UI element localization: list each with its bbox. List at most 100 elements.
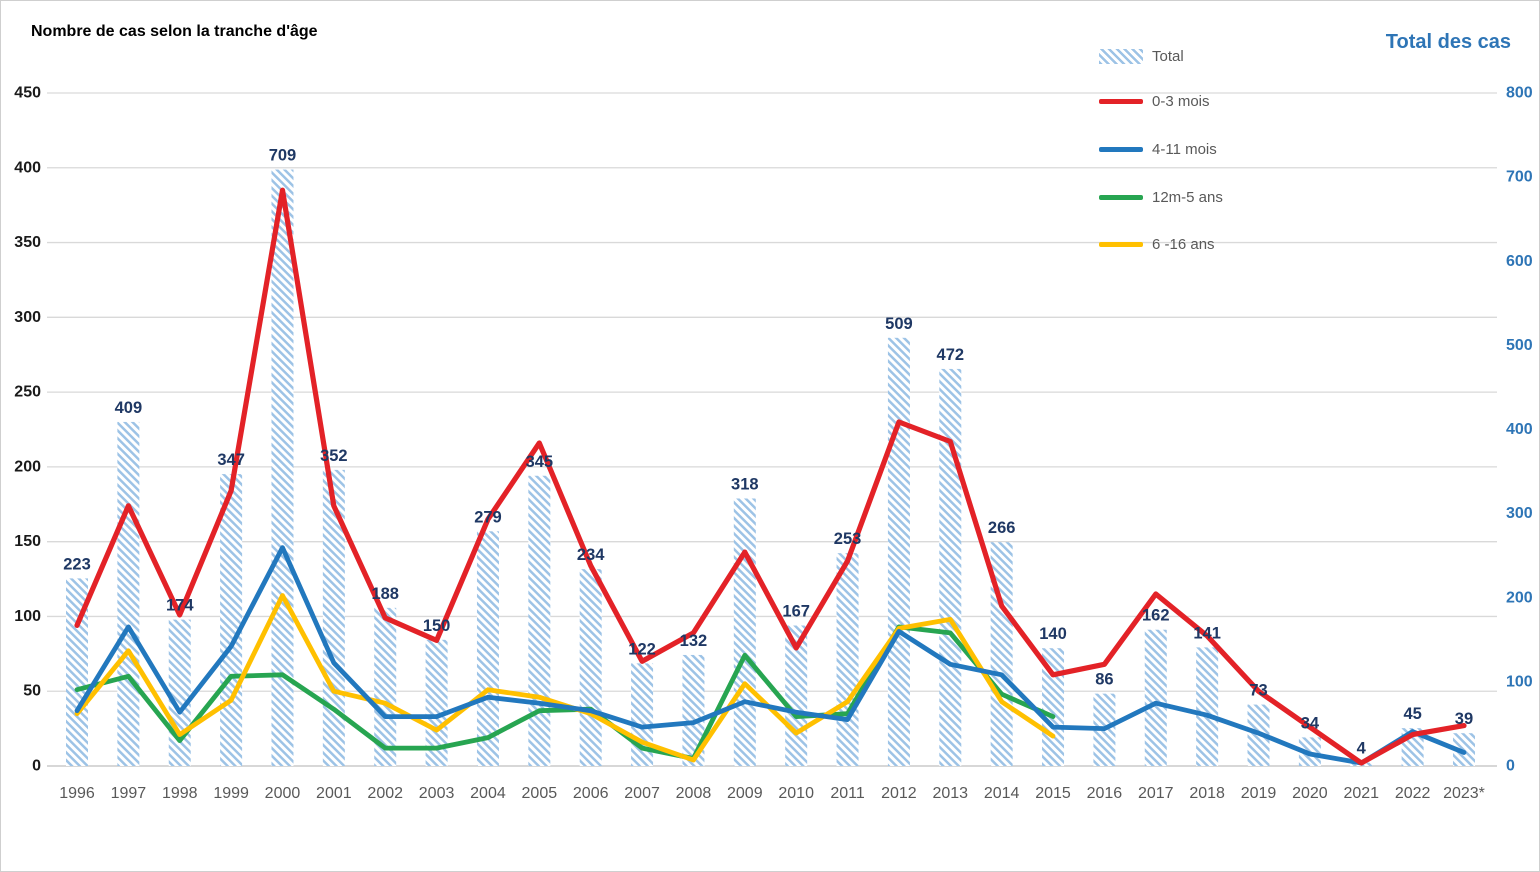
left-axis-tick: 150	[14, 533, 41, 550]
right-axis-tick: 500	[1506, 337, 1533, 354]
x-axis-label: 1996	[59, 785, 95, 802]
bar-value-label: 352	[320, 447, 348, 465]
legend-item-label: Total	[1152, 47, 1184, 65]
bar-value-label: 167	[782, 603, 810, 621]
bar-value-label: 162	[1142, 607, 1170, 625]
x-axis-label: 2023*	[1443, 785, 1485, 802]
bar-value-label: 132	[680, 632, 708, 650]
bar-value-label: 223	[63, 555, 91, 573]
bar-value-label: 34	[1301, 714, 1320, 732]
bar-value-label: 472	[937, 346, 965, 364]
bar-value-label: 409	[115, 399, 143, 417]
legend-item-label: 0-3 mois	[1152, 92, 1210, 110]
left-axis-tick: 300	[14, 309, 41, 326]
left-axis-tick: 100	[14, 608, 41, 625]
legend-item-12m-5-ans: 12m-5 ans	[1099, 189, 1223, 206]
bar-value-label: 150	[423, 617, 451, 635]
legend-item-6-16-ans: 6 -16 ans	[1099, 235, 1215, 253]
left-axis-tick: 350	[14, 234, 41, 251]
x-axis-label: 2005	[522, 785, 558, 802]
total-bars	[66, 169, 1475, 766]
bar-value-label: 509	[885, 315, 913, 333]
x-axis-label: 2011	[830, 785, 865, 802]
x-axis-label: 2013	[932, 785, 968, 802]
x-axis-label: 2004	[470, 785, 506, 802]
x-axis-label: 2008	[676, 785, 712, 802]
x-axis-label: 2010	[778, 785, 814, 802]
x-axis-label: 2016	[1087, 785, 1123, 802]
total-bar	[271, 169, 294, 766]
x-axis-label: 2014	[984, 785, 1020, 802]
left-axis-tick: 200	[14, 458, 41, 475]
total-bar	[66, 578, 88, 766]
bar-value-label: 122	[628, 640, 656, 658]
total-bar	[528, 475, 551, 766]
bar-value-label: 39	[1455, 710, 1473, 728]
total-bar	[220, 474, 243, 766]
bar-value-label: 45	[1403, 705, 1421, 723]
bar-value-label: 279	[474, 508, 502, 526]
total-bar	[939, 368, 962, 766]
legend-item-total: Total	[1099, 47, 1184, 65]
total-bar	[1144, 629, 1167, 766]
red-line-swatch	[1099, 98, 1143, 104]
total-bar	[682, 654, 705, 766]
bar-value-labels: 223 409 174 347 709 352 188 150 279 345 234 122 132 3…	[63, 147, 1473, 758]
blue-line-swatch	[1099, 146, 1143, 152]
right-axis-tick: 100	[1506, 673, 1533, 690]
total-bar	[117, 421, 140, 766]
total-bar	[836, 553, 859, 766]
total-bar	[887, 337, 910, 766]
x-axis-label: 1999	[213, 785, 249, 802]
x-axis-labels: 1996 1997 1998 1999 2000 2001 2002 2003 2004 2005…	[59, 785, 1485, 802]
chart-title: Nombre de cas selon la tranche d'âge	[31, 23, 318, 40]
total-hatch-swatch	[1099, 48, 1143, 64]
bar-value-label: 141	[1193, 624, 1221, 642]
left-axis-tick: 400	[14, 159, 41, 176]
x-axis-label: 2003	[419, 785, 455, 802]
series-lines	[74, 187, 1467, 766]
x-axis-label: 2001	[316, 785, 352, 802]
bar-value-label: 266	[988, 519, 1016, 537]
total-bar	[579, 569, 602, 766]
total-bar	[168, 619, 191, 766]
total-bar	[1196, 647, 1219, 766]
left-axis-tick: 0	[32, 758, 41, 775]
total-bar	[476, 531, 499, 766]
x-axis-label: 1997	[111, 785, 147, 802]
bar-value-label: 86	[1095, 671, 1113, 689]
right-axis-tick: 600	[1506, 253, 1533, 270]
bar-value-label: 347	[217, 451, 245, 469]
total-bar	[990, 542, 1013, 766]
bar-value-label: 140	[1039, 625, 1067, 643]
x-axis-label: 2006	[573, 785, 609, 802]
total-bar	[374, 607, 397, 766]
right-axis-tick: 300	[1506, 505, 1533, 522]
bar-value-label: 234	[577, 546, 605, 564]
x-axis-label: 2002	[367, 785, 403, 802]
right-axis-tick: 200	[1506, 589, 1533, 606]
right-axis-title: Total des cas	[1385, 31, 1511, 53]
series-line-0-3-mois	[74, 187, 1467, 766]
total-bar	[1452, 733, 1475, 766]
total-bar	[733, 498, 756, 766]
x-axis-label: 2012	[881, 785, 917, 802]
right-axis-tick: 400	[1506, 421, 1533, 438]
x-axis-label: 1998	[162, 785, 198, 802]
x-axis-label: 2021	[1343, 785, 1379, 802]
x-axis-label: 2018	[1189, 785, 1225, 802]
left-axis-tick: 50	[23, 683, 41, 700]
x-axis-label: 2019	[1241, 785, 1277, 802]
legend-item-label: 6 -16 ans	[1152, 235, 1215, 253]
right-axis-tick: 800	[1506, 85, 1533, 102]
bar-value-label: 174	[166, 597, 194, 615]
total-bar	[1042, 648, 1065, 766]
total-bar	[425, 639, 448, 766]
x-axis-label: 2007	[624, 785, 660, 802]
x-axis-label: 2015	[1035, 785, 1071, 802]
x-axis-label: 2017	[1138, 785, 1174, 802]
legend-item-label: 4-11 mois	[1152, 140, 1217, 158]
left-axis-ticks: 0 50 100 150 200 250 300 350 400 450	[14, 85, 41, 775]
